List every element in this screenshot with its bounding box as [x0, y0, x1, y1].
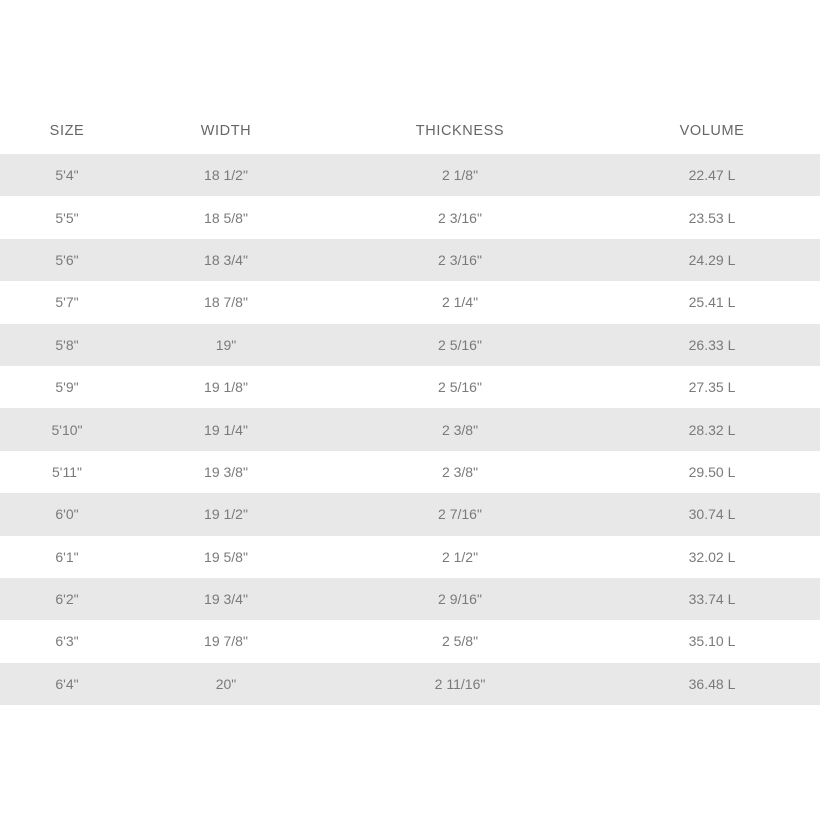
cell-size: 6'4" [55, 675, 79, 692]
cell-thickness: 2 3/16" [438, 251, 482, 268]
cell-thickness: 2 3/8" [441, 421, 479, 438]
cell-size: 5'4" [55, 167, 79, 184]
cell-size: 5'8" [55, 336, 79, 353]
header-size: SIZE [49, 122, 85, 139]
cell-width: 19 5/8" [204, 548, 248, 565]
table-header: SIZE WIDTH THICKNESS VOLUME [0, 107, 820, 154]
cell-thickness: 2 11/16" [434, 675, 486, 692]
cell-size: 5'6" [55, 251, 79, 268]
cell-volume: 30.74 L [688, 506, 736, 523]
table-row: 5'4" 18 1/2" 2 1/8" 22.47 L [0, 154, 820, 197]
cell-thickness: 2 3/8" [441, 463, 479, 480]
cell-width: 19 1/8" [204, 379, 248, 396]
cell-width: 18 7/8" [204, 294, 248, 311]
cell-thickness: 2 1/8" [441, 167, 479, 184]
cell-width: 18 3/4" [204, 251, 248, 268]
cell-thickness: 2 1/4" [441, 294, 479, 311]
table-row: 5'5" 18 5/8" 2 3/16" 23.53 L [0, 196, 820, 238]
cell-size: 6'0" [55, 506, 79, 523]
cell-thickness: 2 5/8" [441, 633, 479, 650]
cell-size: 5'10" [51, 421, 83, 438]
cell-thickness: 2 3/16" [438, 209, 482, 226]
cell-thickness: 2 5/16" [438, 336, 482, 353]
cell-width: 19 3/8" [204, 463, 248, 480]
header-volume: VOLUME [679, 122, 745, 139]
table-row: 6'3" 19 7/8" 2 5/8" 35.10 L [0, 620, 820, 662]
table-row: 5'7" 18 7/8" 2 1/4" 25.41 L [0, 281, 820, 323]
cell-volume: 32.02 L [688, 548, 736, 565]
cell-volume: 24.29 L [688, 251, 736, 268]
cell-volume: 25.41 L [688, 294, 736, 311]
cell-width: 19 1/4" [204, 421, 248, 438]
table-row: 5'8" 19" 2 5/16" 26.33 L [0, 323, 820, 366]
cell-volume: 36.48 L [688, 675, 736, 692]
cell-volume: 28.32 L [688, 421, 736, 438]
cell-width: 19 3/4" [204, 591, 248, 608]
table-row: 5'10" 19 1/4" 2 3/8" 28.32 L [0, 408, 820, 451]
table-row: 6'1" 19 5/8" 2 1/2" 32.02 L [0, 536, 820, 578]
cell-thickness: 2 1/2" [441, 548, 479, 565]
cell-size: 6'1" [55, 548, 79, 565]
cell-size: 6'2" [55, 591, 79, 608]
cell-volume: 27.35 L [688, 379, 736, 396]
table-row: 6'0" 19 1/2" 2 7/16" 30.74 L [0, 493, 820, 536]
cell-width: 18 5/8" [204, 209, 248, 226]
table-row: 5'9" 19 1/8" 2 5/16" 27.35 L [0, 366, 820, 408]
cell-size: 5'9" [55, 379, 79, 396]
cell-width: 18 1/2" [204, 167, 248, 184]
cell-size: 6'3" [55, 633, 79, 650]
cell-volume: 35.10 L [688, 633, 736, 650]
cell-volume: 23.53 L [688, 209, 736, 226]
cell-size: 5'11" [52, 463, 82, 480]
cell-width: 19 1/2" [204, 506, 248, 523]
cell-volume: 26.33 L [688, 336, 736, 353]
cell-width: 19" [215, 336, 237, 353]
cell-thickness: 2 9/16" [438, 591, 482, 608]
cell-thickness: 2 5/16" [438, 379, 482, 396]
cell-volume: 29.50 L [688, 463, 736, 480]
cell-size: 5'5" [55, 209, 79, 226]
header-width: WIDTH [200, 122, 252, 139]
header-thickness: THICKNESS [415, 122, 505, 139]
table-row: 6'4" 20" 2 11/16" 36.48 L [0, 662, 820, 706]
cell-volume: 22.47 L [688, 167, 736, 184]
table-row: 5'6" 18 3/4" 2 3/16" 24.29 L [0, 238, 820, 282]
table-row: 6'2" 19 3/4" 2 9/16" 33.74 L [0, 577, 820, 621]
table-body: 5'4" 18 1/2" 2 1/8" 22.47 L 5'5" 18 5/8" 2 3/1… [0, 154, 820, 706]
size-chart-table: SIZE WIDTH THICKNESS VOLUME 5'4" 18 1/2" 2… [0, 107, 820, 706]
cell-thickness: 2 7/16" [438, 506, 482, 523]
cell-volume: 33.74 L [688, 591, 736, 608]
table-row: 5'11" 19 3/8" 2 3/8" 29.50 L [0, 451, 820, 493]
cell-size: 5'7" [55, 294, 79, 311]
cell-width: 19 7/8" [204, 633, 248, 650]
cell-width: 20" [215, 675, 237, 692]
